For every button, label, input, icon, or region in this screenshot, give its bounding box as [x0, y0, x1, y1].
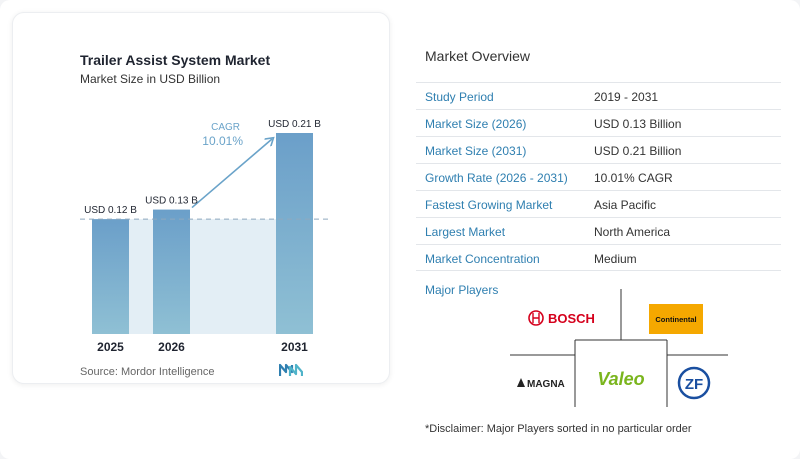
chart-title: Trailer Assist System Market [80, 52, 271, 68]
overview-row: Study Period 2019 - 2031 [416, 82, 781, 109]
data-label: USD 0.21 B [268, 119, 321, 130]
overview-label: Largest Market [425, 225, 506, 239]
data-label: USD 0.13 B [145, 196, 198, 207]
overview-label: Fastest Growing Market [425, 198, 553, 212]
bar-2026 [153, 209, 190, 334]
chart-subtitle: Market Size in USD Billion [80, 72, 221, 86]
overview-value: 10.01% CAGR [594, 171, 673, 185]
overview-row: Market Size (2026) USD 0.13 Billion [416, 109, 781, 136]
overview-title: Market Overview [425, 48, 531, 64]
player-name: Valeo [597, 369, 644, 389]
data-label: USD 0.12 B [84, 205, 137, 216]
overview-row: Market Concentration Medium [416, 244, 781, 271]
overview-value: Medium [594, 252, 637, 266]
zf-logo: ZF [677, 366, 711, 400]
overview-row: Fastest Growing Market Asia Pacific [416, 190, 781, 217]
source-text: Source: Mordor Intelligence [80, 366, 215, 378]
overview-table: Study Period 2019 - 2031 Market Size (20… [416, 82, 781, 271]
overview-label: Study Period [425, 90, 494, 104]
player-name: Continental [655, 315, 696, 324]
players-title: Major Players [425, 283, 499, 297]
overview-label: Market Size (2026) [425, 117, 527, 131]
x-tick-label: 2025 [97, 340, 124, 354]
continental-logo: Continental [649, 304, 703, 334]
x-tick-label: 2031 [281, 340, 308, 354]
overview-label: Market Size (2031) [425, 144, 527, 158]
bosch-logo: BOSCH [528, 310, 595, 326]
disclaimer: *Disclaimer: Major Players sorted in no … [425, 423, 692, 435]
bar-chart: CAGR 10.01% USD 0.12 B 2025 USD 0.13 B 2026… [80, 119, 330, 354]
valeo-logo: Valeo [597, 369, 644, 389]
overview-label: Market Concentration [425, 252, 540, 266]
overview-value: 2019 - 2031 [594, 90, 659, 104]
overview-label: Growth Rate (2026 - 2031) [425, 171, 568, 185]
player-name: MAGNA [527, 379, 565, 390]
cagr-label: CAGR [211, 122, 240, 133]
player-name: BOSCH [548, 311, 595, 326]
cagr-arrow [191, 139, 272, 209]
overview-value: USD 0.13 Billion [594, 117, 682, 131]
overview-value: North America [594, 225, 671, 239]
bar-2031 [276, 133, 313, 334]
magna-logo: MAGNA [517, 378, 565, 390]
player-name: ZF [685, 376, 703, 393]
overview-row: Growth Rate (2026 - 2031) 10.01% CAGR [416, 163, 781, 190]
cagr-value: 10.01% [202, 134, 243, 148]
mordor-logo-icon [279, 363, 303, 376]
bar-2025 [92, 219, 129, 334]
overview-row: Market Size (2031) USD 0.21 Billion [416, 136, 781, 163]
overview-row: Largest Market North America [416, 217, 781, 244]
overview-value: USD 0.21 Billion [594, 144, 682, 158]
overview-value: Asia Pacific [594, 198, 657, 212]
x-tick-label: 2026 [158, 340, 185, 354]
